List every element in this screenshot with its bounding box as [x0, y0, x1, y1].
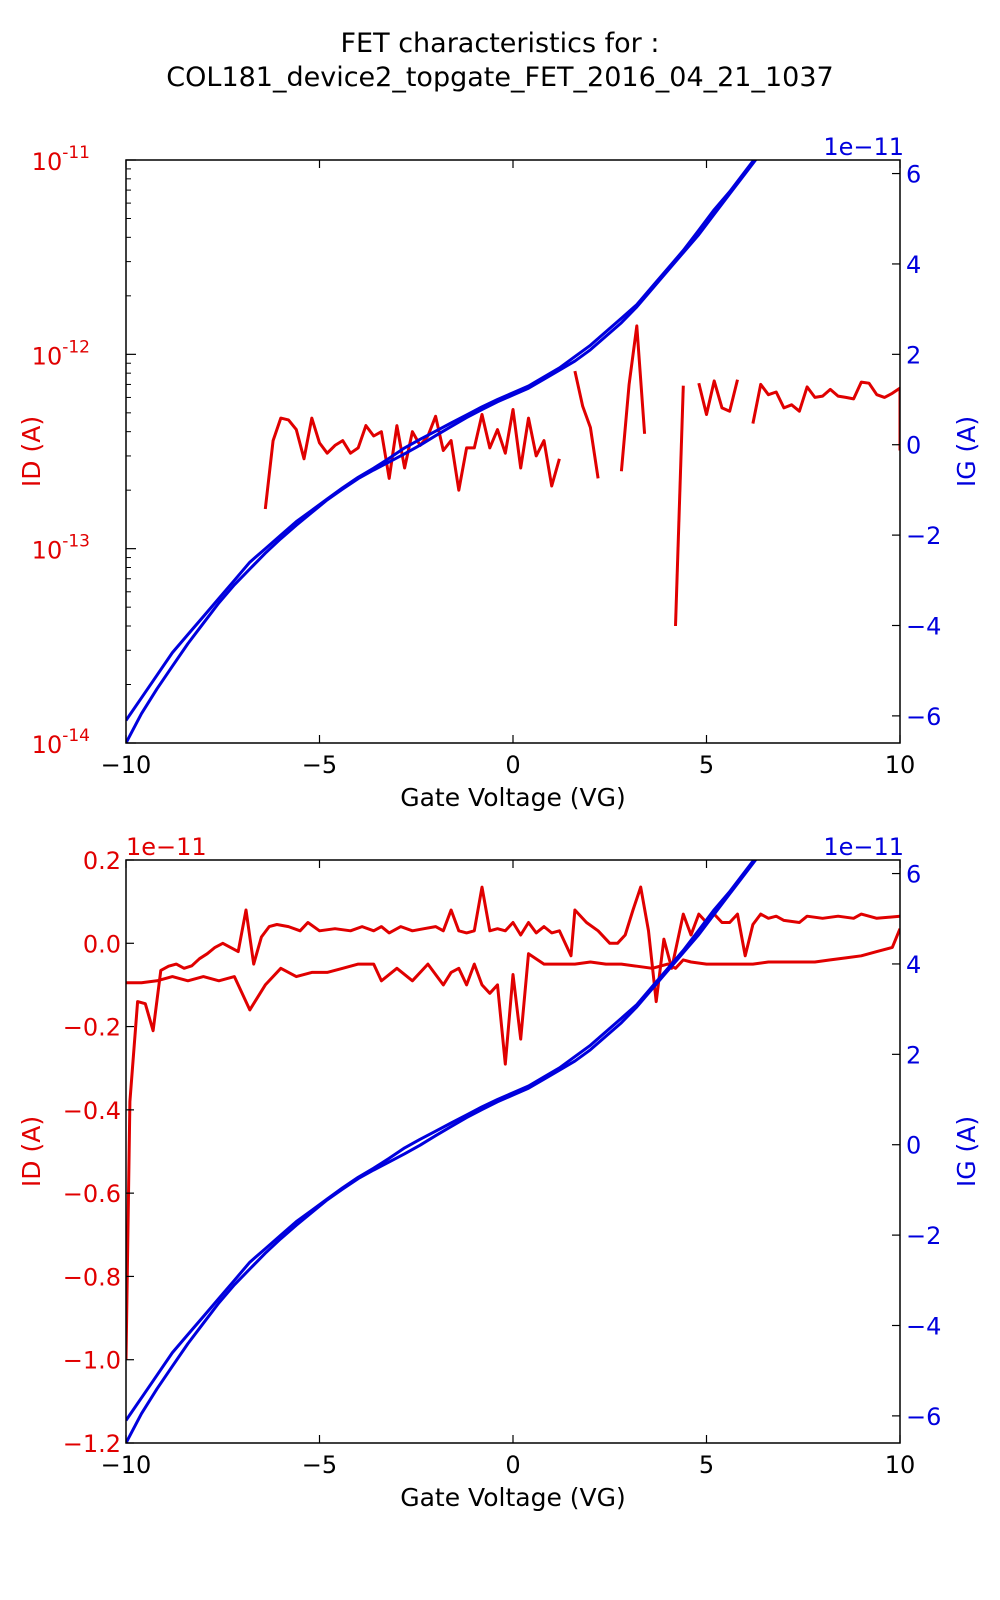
left-tick-label: 0.0 [83, 930, 121, 958]
x-tick-label: 10 [885, 1451, 916, 1479]
x-tick-label: −10 [101, 1451, 152, 1479]
x-axis-label: Gate Voltage (VG) [400, 783, 626, 812]
id-series-segment-3 [674, 385, 685, 627]
left-tick-label: 10-14 [32, 726, 90, 759]
right-tick-label: 2 [906, 1041, 921, 1069]
left-tick-label: 10-13 [32, 532, 90, 565]
left-tick-label: −0.2 [63, 1014, 121, 1042]
id-series-segment-0 [263, 408, 561, 510]
left-tick-label: 0.2 [83, 847, 121, 875]
right-tick-label: −6 [906, 1403, 941, 1431]
right-tick-label: −2 [906, 1222, 941, 1250]
x-tick-label: 5 [699, 1451, 714, 1479]
id-series-segment-1 [573, 370, 600, 479]
x-tick-label: −5 [302, 751, 337, 779]
left-tick-label: −1.2 [63, 1430, 121, 1458]
left-offset-text: 1e−11 [126, 833, 207, 861]
x-axis-label: Gate Voltage (VG) [400, 1483, 626, 1512]
right-tick-label: −2 [906, 522, 941, 550]
left-tick-label: −0.4 [63, 1097, 121, 1125]
left-tick-label: −1.0 [63, 1347, 121, 1375]
left-tick-label: 10-11 [32, 143, 90, 176]
left-tick-label: −0.8 [63, 1263, 121, 1291]
left-axis-label: ID (A) [17, 1116, 46, 1187]
id-series-segment-0 [126, 885, 900, 1360]
top-panel-log-id: −10 −5 0 5 10 Gate Voltage (VG) 10-11 10-12 10-1… [17, 133, 981, 812]
right-tick-label: −6 [906, 703, 941, 731]
id-series-segment-1 [126, 928, 900, 1066]
right-tick-label: 0 [906, 1132, 921, 1160]
x-tick-label: 5 [699, 751, 714, 779]
left-tick-label: −0.6 [63, 1180, 121, 1208]
x-tick-label: −5 [302, 1451, 337, 1479]
ig-series-segment-1 [126, 860, 758, 1443]
ig-series-segment-0 [126, 860, 756, 1422]
left-axis-label: ID (A) [17, 416, 46, 487]
right-axis-label: IG (A) [952, 1116, 981, 1187]
right-tick-label: 6 [906, 161, 921, 189]
x-tick-label: 0 [505, 1451, 520, 1479]
id-series-segment-4 [697, 379, 739, 416]
right-axis-label: IG (A) [952, 416, 981, 487]
figure-title-line-1: FET characteristics for : [341, 28, 660, 59]
ig-series-segment-1 [126, 160, 758, 743]
plot-frame [125, 859, 901, 1444]
right-tick-label: −4 [906, 1312, 941, 1340]
x-tick-label: 0 [505, 751, 520, 779]
ig-series-segment-0 [126, 160, 756, 722]
id-series-segment-5 [751, 380, 900, 451]
right-tick-label: 6 [906, 861, 921, 889]
right-offset-text: 1e−11 [823, 133, 904, 161]
right-tick-label: 2 [906, 341, 921, 369]
plot-frame [125, 159, 901, 744]
figure-title-line-2: COL181_device2_topgate_FET_2016_04_21_10… [166, 62, 833, 93]
x-tick-label: −10 [101, 751, 152, 779]
right-tick-label: 4 [906, 251, 921, 279]
right-tick-label: 0 [906, 432, 921, 460]
bottom-panel-linear-id: −10 −5 0 5 10 Gate Voltage (VG) 0.2 0.0 −0.2 −0.4… [17, 833, 981, 1512]
right-offset-text: 1e−11 [823, 833, 904, 861]
id-series-segment-2 [619, 324, 647, 472]
x-tick-label: 10 [885, 751, 916, 779]
right-tick-label: 4 [906, 951, 921, 979]
left-tick-label: 10-12 [32, 337, 90, 370]
right-tick-label: −4 [906, 612, 941, 640]
